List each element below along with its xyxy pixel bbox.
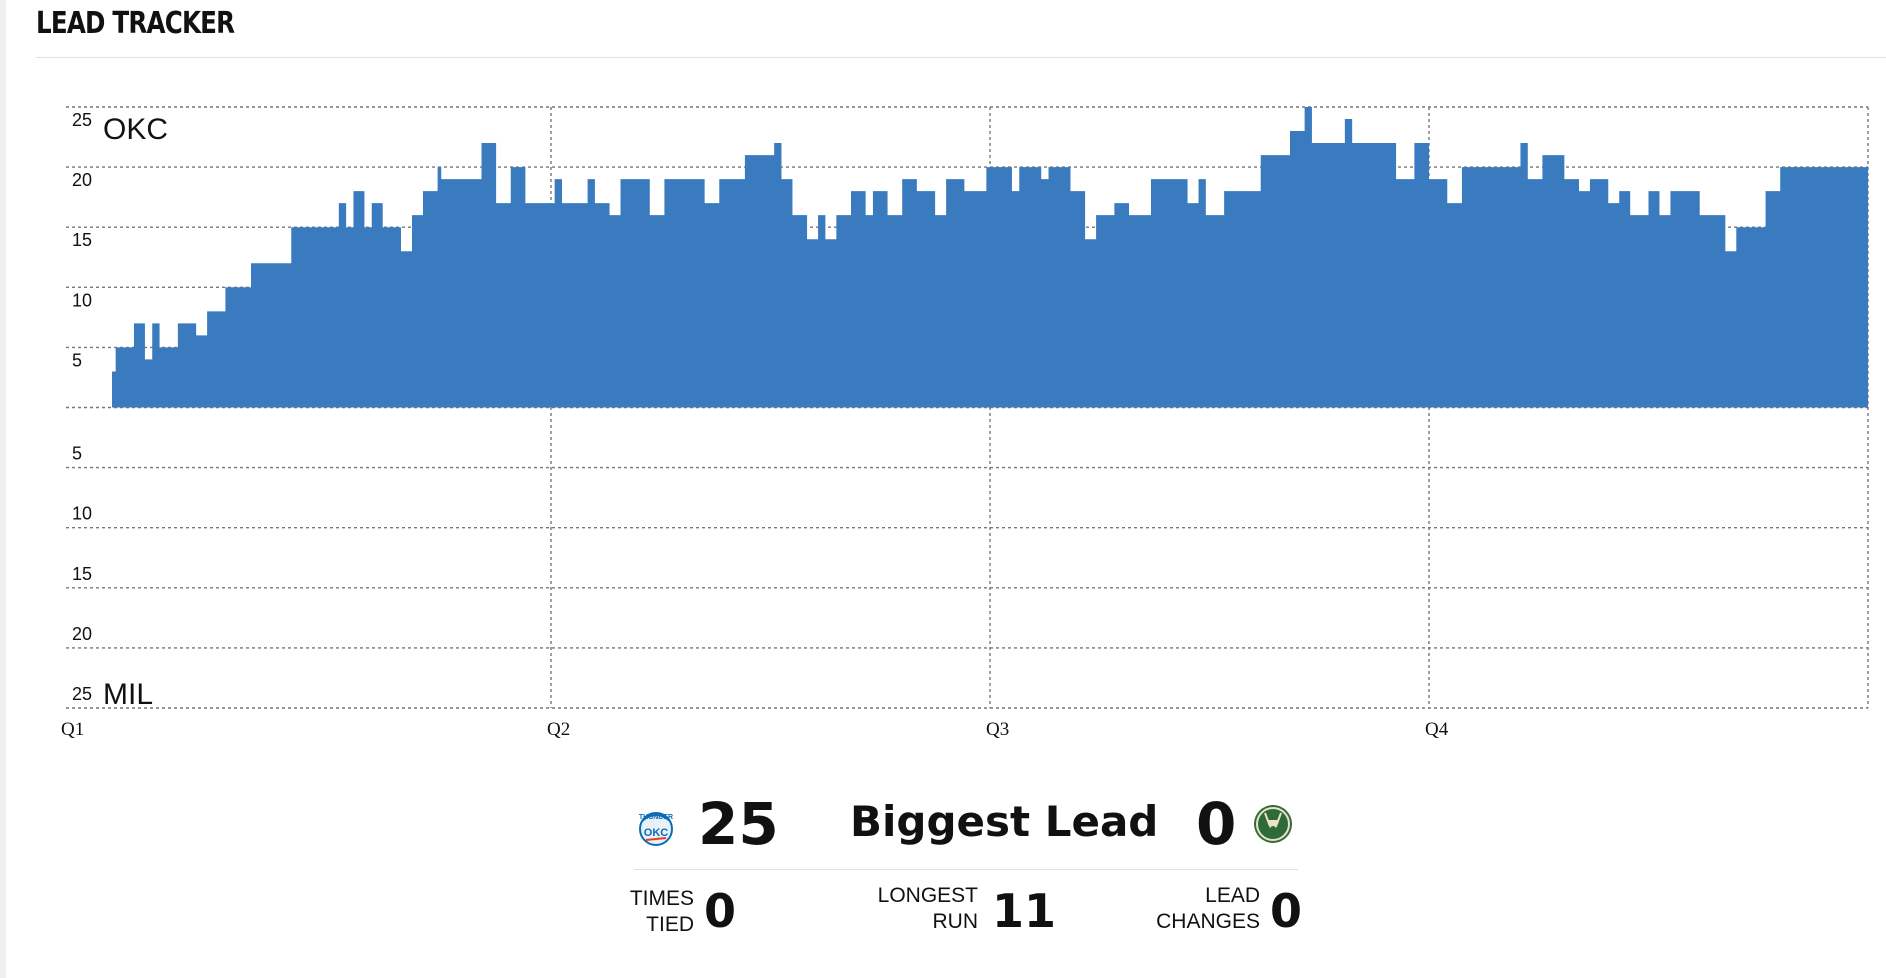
- title-divider: [36, 57, 1886, 58]
- x-tick-q2: Q2: [547, 719, 570, 740]
- lead-changes-label: LEAD CHANGES: [1140, 883, 1260, 935]
- lead-changes-label-line2: CHANGES: [1156, 910, 1260, 933]
- lead-changes-value: 0: [1270, 884, 1303, 938]
- longest-run-label: LONGEST RUN: [860, 883, 978, 935]
- okc-thunder-logo: THUNDER OKC: [634, 805, 678, 849]
- x-tick-q4: Q4: [1425, 719, 1449, 740]
- stats-divider: [634, 869, 1298, 870]
- times-tied-label-line2: TIED: [646, 913, 694, 936]
- times-tied-label: TIMES TIED: [620, 886, 694, 938]
- y-tick-mil-25: 25: [72, 684, 92, 704]
- y-tick-okc-20: 20: [72, 170, 92, 190]
- y-tick-mil-5: 5: [72, 444, 82, 464]
- okc-logo-wordmark: THUNDER: [639, 814, 673, 821]
- x-tick-q1: Q1: [61, 719, 84, 740]
- y-tick-mil-20: 20: [72, 624, 92, 644]
- y-tick-mil-10: 10: [72, 504, 92, 524]
- biggest-lead-label: Biggest Lead: [850, 797, 1159, 846]
- okc-biggest-lead-value: 25: [698, 790, 779, 858]
- chart-grid: [66, 106, 1869, 709]
- lead-area-layer: [112, 107, 1868, 408]
- lead-changes-label-line1: LEAD: [1205, 884, 1260, 907]
- longest-run-label-line2: RUN: [932, 910, 979, 933]
- y-tick-mil-15: 15: [72, 564, 92, 584]
- page-title: LEAD TRACKER: [36, 6, 235, 41]
- y-tick-okc-15: 15: [72, 230, 92, 250]
- y-tick-okc-5: 5: [72, 350, 82, 370]
- mil-bucks-logo: [1252, 803, 1294, 845]
- lead-tracker-chart: 25 20 15 10 5 5 10 15 20 25 Q1 Q2 Q3 Q4 OKC MIL: [61, 106, 1869, 740]
- longest-run-label-line1: LONGEST: [877, 884, 978, 907]
- times-tied-value: 0: [704, 884, 737, 938]
- chart-ticks: 25 20 15 10 5 5 10 15 20 25 Q1 Q2 Q3 Q4: [61, 110, 1449, 740]
- team-label-mil: MIL: [103, 678, 153, 711]
- y-tick-okc-25: 25: [72, 110, 92, 130]
- mil-biggest-lead-value: 0: [1196, 790, 1237, 858]
- times-tied-label-line1: TIMES: [629, 887, 694, 910]
- longest-run-value: 11: [992, 884, 1057, 938]
- y-tick-okc-10: 10: [72, 290, 92, 310]
- lead-area-series: [112, 107, 1868, 408]
- okc-logo-monogram: OKC: [644, 827, 669, 839]
- left-edge-rule: [0, 0, 6, 978]
- x-tick-q3: Q3: [986, 719, 1009, 740]
- team-label-okc: OKC: [103, 113, 168, 146]
